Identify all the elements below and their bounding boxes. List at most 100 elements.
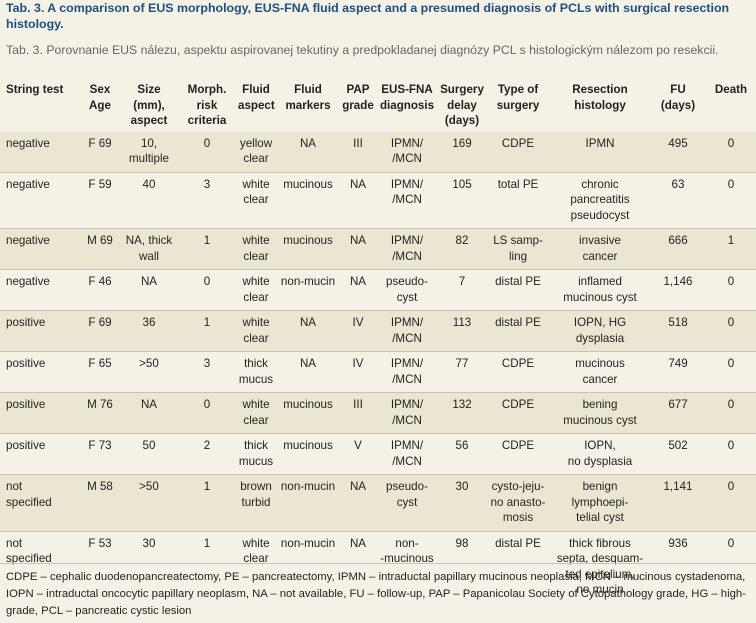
column-header: Death	[714, 83, 748, 96]
table-cell: 98	[438, 530, 486, 603]
table-cell: mucinous	[276, 228, 340, 270]
table-cell: 518	[650, 310, 706, 352]
table-cell: III	[340, 392, 376, 434]
table-cell: non-mucin	[276, 474, 340, 531]
table-cell: not specified	[0, 474, 80, 531]
column-header: Resection histology	[572, 83, 628, 112]
footnote-divider	[0, 563, 756, 564]
table-cell: M 69	[80, 228, 120, 270]
table-cell: NA	[276, 310, 340, 352]
table-cell: 1	[178, 530, 236, 603]
table-cell: inflamed mucinous cyst	[550, 269, 650, 311]
table-cell: 2	[178, 433, 236, 475]
table-cell: NA	[276, 351, 340, 393]
table-row: positive F 65 >50 3 thick mucus NA IV IPMN//MCN 7…	[0, 351, 756, 393]
table-cell: mucinous	[276, 433, 340, 475]
table-cell: 7	[438, 269, 486, 311]
table-cell: 30	[438, 474, 486, 531]
table-cell: IPMN//MCN	[376, 171, 438, 229]
table-cell: thick mucus	[236, 433, 276, 475]
table-cell: 10, multiple	[129, 136, 169, 166]
table-cell: IOPN, HG dysplasia	[550, 310, 650, 352]
table-row: negative F 46 NA 0 white clear non-mucin NA pseu…	[0, 269, 756, 311]
table-cell: mucinous	[276, 171, 340, 229]
table-cell: 0	[178, 392, 236, 434]
table-cell: white clear	[236, 269, 276, 311]
table-cell: NA	[340, 171, 376, 229]
column-header: Type of surgery	[496, 83, 540, 112]
table-cell: IPMN//MCN	[376, 228, 438, 270]
table-cell: 132	[438, 392, 486, 434]
table-cell: distal PE	[486, 530, 550, 603]
table-cell: 936	[650, 530, 706, 603]
column-header: Sex Age	[89, 83, 111, 112]
table-cell: >50	[120, 351, 178, 393]
table-cell: 30	[120, 530, 178, 603]
column-header: Morph. risk criteria	[187, 83, 227, 127]
table-cell: 0	[706, 530, 756, 603]
table-cell: white clear	[236, 171, 276, 229]
table-cell: 56	[438, 433, 486, 475]
table-title: Tab. 3. A comparison of EUS morphology, …	[6, 1, 730, 31]
table-cell: non-mucin	[276, 530, 340, 603]
table-cell: NA	[340, 530, 376, 603]
table-cell: 1,141	[650, 474, 706, 531]
table-cell: negative	[0, 269, 80, 311]
table-cell: 113	[438, 310, 486, 352]
table-cell: non- -mucinous	[376, 530, 438, 603]
table-subtitle: Tab. 3. Porovnanie EUS nálezu, aspektu a…	[6, 43, 719, 57]
table-row: negative F 69 10, multiple 0 yellow clear NA III…	[0, 131, 756, 172]
table-cell: 169	[452, 136, 472, 150]
table-cell: CDPE	[501, 136, 535, 150]
column-header: EUS-FNA diagnosis	[379, 83, 435, 112]
table-cell: NA	[299, 136, 317, 150]
table-cell: pseudo-cyst	[376, 474, 438, 531]
table-row: negative M 69 NA, thick wall 1 white clear muci…	[0, 228, 756, 270]
table-cell: 495	[668, 136, 688, 150]
table-cell: pseudo-cyst	[376, 269, 438, 311]
table-cell: positive	[0, 310, 80, 352]
table-cell: 82	[438, 228, 486, 270]
table-cell: 0	[706, 269, 756, 311]
table-cell: NA, thick wall	[120, 228, 178, 270]
table-cell: CDPE	[486, 351, 550, 393]
table-cell: distal PE	[486, 269, 550, 311]
table-cell: M 58	[80, 474, 120, 531]
table-cell: F 69	[80, 310, 120, 352]
table-cell: 1	[178, 228, 236, 270]
table-cell: white clear	[236, 228, 276, 270]
table-cell: M 76	[80, 392, 120, 434]
table-cell: NA	[340, 474, 376, 531]
table-cell: white clear	[236, 530, 276, 603]
column-header: String test	[6, 83, 64, 96]
table-cell: invasive cancer	[550, 228, 650, 270]
table-cell: 3	[178, 171, 236, 229]
table-row: not specified F 53 30 1 white clear non-mucin NA…	[0, 530, 756, 603]
column-header: Surgery delay (days)	[440, 83, 484, 127]
table-cell: NA	[340, 228, 376, 270]
table-cell: mucinous cancer	[550, 351, 650, 393]
table-cell: V	[340, 433, 376, 475]
table-cell: 0	[706, 171, 756, 229]
table-cell: IV	[340, 351, 376, 393]
table-cell: NA	[340, 269, 376, 311]
table-cell: bening mucinous cyst	[550, 392, 650, 434]
table-cell: IPMN//MCN	[390, 136, 424, 166]
table-cell: positive	[0, 433, 80, 475]
column-header: Size (mm), aspect	[130, 83, 168, 127]
table-cell: 1	[178, 310, 236, 352]
table-cell: IOPN, no dysplasia	[550, 433, 650, 475]
table-cell: NA	[120, 269, 178, 311]
table-cell: F 65	[80, 351, 120, 393]
table-cell: 0	[706, 392, 756, 434]
table-cell: 50	[120, 433, 178, 475]
table-cell: 677	[650, 392, 706, 434]
column-header: FU (days)	[660, 83, 696, 112]
table-cell: IPMN//MCN	[376, 310, 438, 352]
table-row: positive F 69 36 1 white clear NA IV IPMN//MCN 11…	[0, 310, 756, 352]
table-cell: 0	[178, 269, 236, 311]
table-body: negative F 69 10, multiple 0 yellow clear NA III…	[0, 131, 756, 603]
table-cell: F 53	[80, 530, 120, 603]
table-cell: CDPE	[486, 433, 550, 475]
